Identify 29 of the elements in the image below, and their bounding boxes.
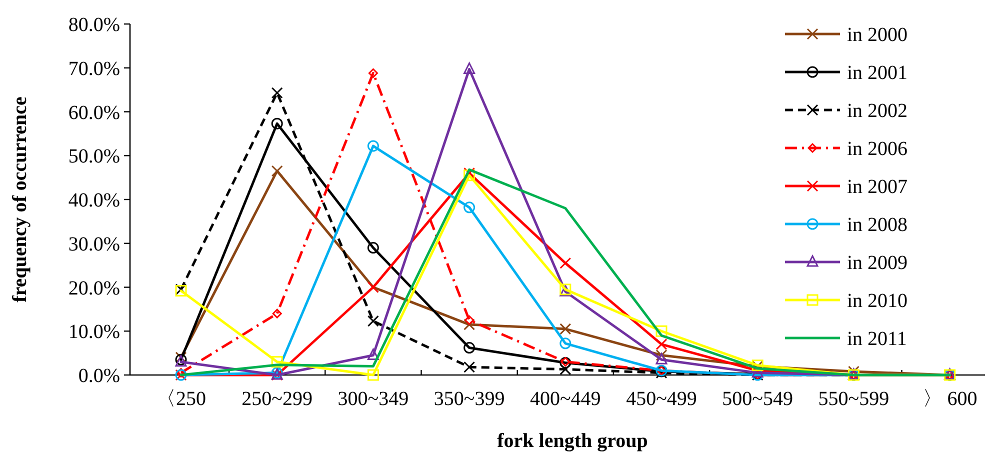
x-axis-title: fork length group [497,430,648,452]
x-tick-label: 450~499 [626,388,697,410]
x-tick-label: 400~449 [530,388,601,410]
legend-label: in 2002 [847,100,908,122]
y-tick-label: 70.0% [68,58,120,80]
x-tick-label: 350~399 [434,388,505,410]
x-tick-label: 500~549 [722,388,794,410]
y-tick-label: 40.0% [68,190,120,212]
x-tick-label: 〉 600 [922,388,978,410]
x-tick-label: 550~599 [818,388,890,410]
y-tick-label: 20.0% [68,277,120,300]
x-tick-label: 300~349 [338,388,409,410]
legend-label: in 2011 [847,328,907,350]
legend-label: in 2010 [847,290,908,312]
legend-label: in 2006 [847,138,908,160]
legend-label: in 2001 [847,62,908,84]
y-tick-label: 50.0% [68,146,120,168]
legend-label: in 2009 [847,252,908,274]
x-tick-label: 250~299 [242,388,313,410]
legend-label: in 2007 [847,176,908,198]
y-tick-label: 0.0% [78,365,120,387]
legend-label: in 2008 [847,214,908,236]
x-tick-label: 〈250 [156,388,206,410]
y-axis-title: frequency of occurrence [9,96,31,302]
y-tick-label: 10.0% [68,321,120,344]
y-tick-label: 60.0% [68,102,120,124]
y-tick-label: 80.0% [68,14,120,36]
legend-label: in 2000 [847,24,908,46]
y-tick-label: 30.0% [68,233,120,256]
